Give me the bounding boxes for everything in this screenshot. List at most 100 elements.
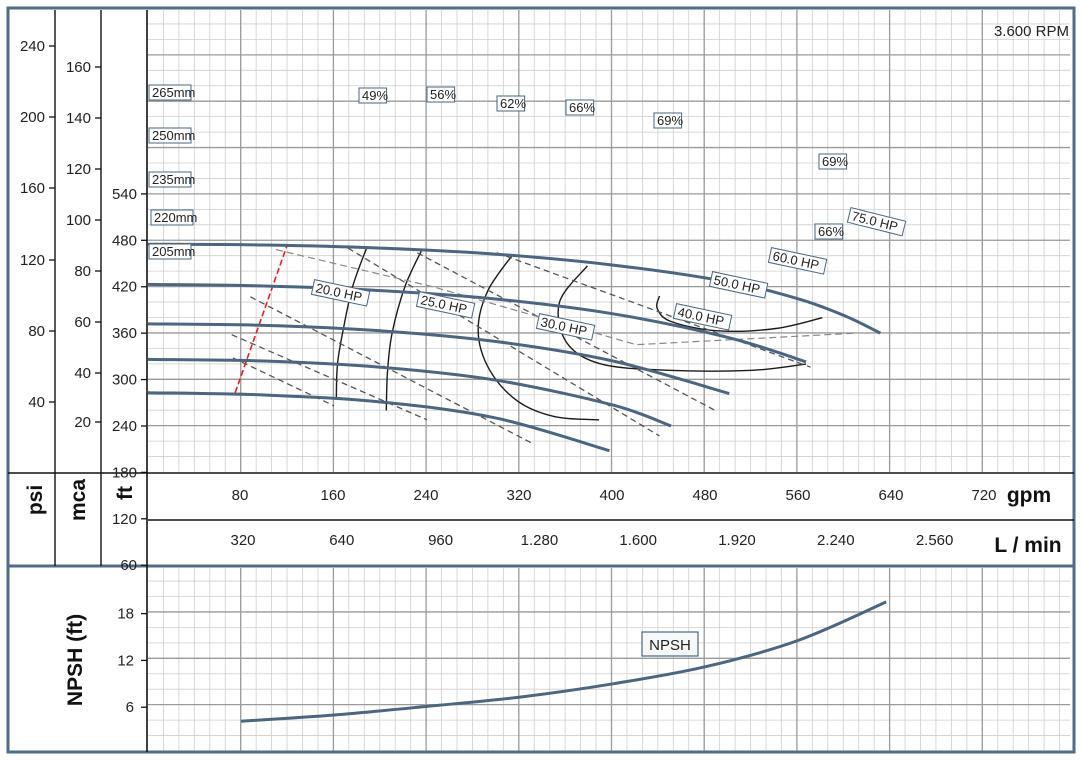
outer-border <box>6 6 1076 754</box>
impeller-curve <box>148 391 610 453</box>
power-iso-line <box>250 296 532 444</box>
power-label-box: 60.0 HP <box>767 247 828 275</box>
psi-tick-label: 240 <box>20 38 45 55</box>
psi-tick-label: 160 <box>20 180 45 197</box>
efficiency-iso-line <box>335 247 368 399</box>
power-label-frame <box>415 291 476 319</box>
axes: 60 120 180 240 300 360 420 480 540 20 40 60 80 100 120… <box>20 38 997 716</box>
power-label: 60.0 HP <box>771 248 820 272</box>
min-flow-line <box>234 243 289 393</box>
mca-tick-label: 100 <box>66 212 91 229</box>
impeller-curve <box>148 357 672 428</box>
ft-unit-label: ft <box>114 486 137 500</box>
gpm-tick-label: 240 <box>413 487 438 504</box>
frame <box>6 6 1076 754</box>
ft-tick-label: 540 <box>112 186 137 203</box>
curve-labels: 265mm 250mm 235mm 220mm 205mm 49% 56% 62% 66% 69%… <box>148 84 907 341</box>
impeller-label: 235mm <box>152 172 195 187</box>
psi-unit-label: psi <box>24 485 47 515</box>
mca-tick-label: 160 <box>66 59 91 76</box>
efficiency-label: 66% <box>569 100 595 115</box>
efficiency-label-frame <box>426 86 456 103</box>
efficiency-label-box: 56% <box>426 86 456 103</box>
mca-tick-label: 140 <box>66 110 91 127</box>
efficiency-label: 66% <box>818 224 844 239</box>
ft-tick-label: 420 <box>112 279 137 296</box>
lmin-tick-label: 2.240 <box>817 532 855 549</box>
lmin-tick-label: 320 <box>230 532 255 549</box>
efficiency-iso-line <box>655 295 823 332</box>
npsh-legend-box: NPSH <box>641 631 699 657</box>
impeller-label-frame <box>150 209 194 226</box>
efficiency-label-box: 69% <box>818 153 848 170</box>
lmin-tick-label: 2.560 <box>916 532 954 549</box>
efficiency-label-box: 66% <box>565 99 595 116</box>
ft-tick-label: 120 <box>112 511 137 528</box>
efficiency-iso-line <box>477 253 600 421</box>
grid <box>148 10 1070 751</box>
npsh-tick-label: 18 <box>117 606 134 623</box>
power-label-frame <box>708 271 769 299</box>
efficiency-label: 62% <box>500 96 526 111</box>
impeller-label-frame <box>148 171 192 188</box>
impeller-label: 265mm <box>152 85 195 100</box>
power-label-frame <box>846 207 907 237</box>
mca-tick-label: 60 <box>74 314 91 331</box>
gpm-tick-label: 720 <box>971 487 996 504</box>
mca-tick-label: 20 <box>74 414 91 431</box>
efficiency-label: 69% <box>822 154 848 169</box>
efficiency-iso-line <box>385 248 424 411</box>
efficiency-label-frame <box>565 99 595 116</box>
ft-tick-label: 180 <box>112 464 137 481</box>
power-label-frame <box>535 313 596 341</box>
lmin-tick-label: 1.920 <box>718 532 756 549</box>
power-label-box: 50.0 HP <box>708 271 769 299</box>
psi-tick-label: 120 <box>20 252 45 269</box>
efficiency-label-box: 66% <box>814 223 844 240</box>
efficiency-label-frame <box>358 87 388 104</box>
head-curves-plot <box>148 242 882 453</box>
ft-tick-label: 240 <box>112 418 137 435</box>
mca-tick-label: 40 <box>74 365 91 382</box>
impeller-label-frame <box>148 243 192 260</box>
impeller-label-box: 205mm <box>148 243 195 260</box>
impeller-curve <box>148 282 807 364</box>
efficiency-label-box: 69% <box>653 112 683 129</box>
impeller-label: 220mm <box>154 210 197 225</box>
mca-tick-label: 80 <box>74 263 91 280</box>
lmin-tick-label: 1.280 <box>521 532 559 549</box>
power-label: 75.0 HP <box>850 208 899 234</box>
efficiency-label: 69% <box>657 113 683 128</box>
gpm-unit-label: gpm <box>1007 484 1051 507</box>
lmin-tick-label: 1.600 <box>619 532 657 549</box>
gpm-tick-label: 560 <box>785 487 810 504</box>
npsh-legend-text: NPSH <box>649 637 691 654</box>
lmin-unit-label: L / min <box>994 534 1061 557</box>
npsh-axis-label: NPSH (ft) <box>64 614 87 706</box>
impeller-label-frame <box>148 127 192 144</box>
impeller-curve <box>148 242 882 335</box>
efficiency-label-box: 62% <box>496 95 526 112</box>
power-label: 20.0 HP <box>314 280 363 304</box>
rpm-label: 3.600 RPM <box>994 23 1069 40</box>
power-label-box: 75.0 HP <box>846 207 907 237</box>
gpm-tick-label: 400 <box>599 487 624 504</box>
npsh-tick-label: 6 <box>126 699 134 716</box>
ft-tick-label: 480 <box>112 232 137 249</box>
mca-unit-label: mca <box>67 479 90 521</box>
power-iso-line <box>496 252 811 368</box>
impeller-label-box: 235mm <box>148 171 195 188</box>
impeller-label: 250mm <box>152 128 195 143</box>
gpm-tick-label: 480 <box>692 487 717 504</box>
power-label-frame <box>672 303 733 331</box>
power-label-frame <box>767 247 828 275</box>
npsh-curve <box>240 600 887 723</box>
impeller-label-box: 250mm <box>148 127 195 144</box>
psi-tick-label: 80 <box>28 323 45 340</box>
npsh-tick-label: 12 <box>117 652 134 669</box>
ft-tick-label: 360 <box>112 325 137 342</box>
efficiency-iso-line <box>557 265 807 372</box>
impeller-curve <box>148 322 730 395</box>
efficiency-label: 56% <box>430 87 456 102</box>
